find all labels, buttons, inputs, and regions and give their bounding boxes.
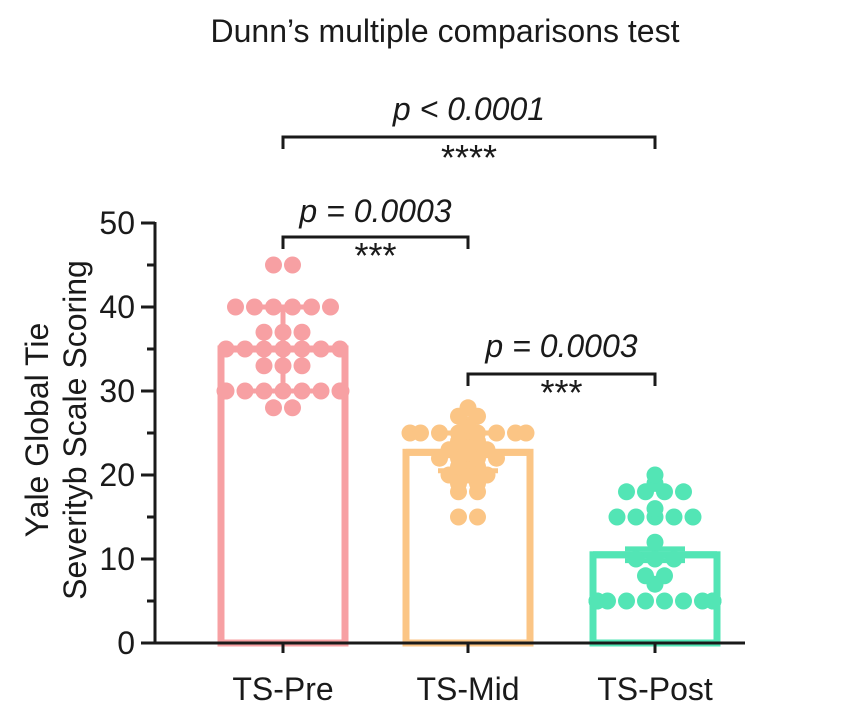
data-point bbox=[331, 340, 349, 358]
y-tick-label: 30 bbox=[99, 373, 135, 409]
p-value-label: p = 0.0003 bbox=[484, 328, 637, 364]
data-point bbox=[255, 357, 273, 375]
significance-stars: *** bbox=[540, 372, 582, 413]
y-axis-label-line-1: Yale Global Tie bbox=[19, 323, 55, 538]
data-point bbox=[646, 533, 664, 551]
data-point bbox=[459, 399, 477, 417]
data-point bbox=[236, 340, 254, 358]
data-point bbox=[450, 508, 467, 526]
data-point bbox=[236, 382, 254, 400]
data-point bbox=[246, 298, 263, 316]
y-axis-label: Yale Global Tie Severityb Scale Scoring bbox=[19, 260, 93, 600]
data-point bbox=[637, 592, 654, 610]
data-point bbox=[312, 382, 330, 400]
significance-stars: *** bbox=[354, 235, 396, 276]
data-point bbox=[312, 340, 330, 358]
y-tick-label: 10 bbox=[99, 541, 135, 577]
data-point bbox=[284, 256, 301, 274]
data-point bbox=[608, 508, 626, 526]
data-point bbox=[227, 298, 244, 316]
data-point bbox=[332, 382, 350, 400]
x-tick-label: TS-Pre bbox=[232, 671, 333, 706]
p-value-label: p = 0.0003 bbox=[298, 193, 451, 229]
data-point bbox=[293, 357, 311, 375]
data-point bbox=[488, 424, 505, 442]
data-point bbox=[431, 424, 448, 442]
data-point bbox=[284, 298, 301, 316]
data-point bbox=[665, 508, 683, 526]
p-value-label: p < 0.0001 bbox=[392, 91, 545, 127]
significance-stars: **** bbox=[441, 137, 497, 178]
data-point bbox=[637, 567, 654, 585]
data-point bbox=[646, 500, 664, 518]
y-tick-label: 50 bbox=[99, 205, 135, 241]
data-point bbox=[665, 550, 683, 568]
y-tick-label: 0 bbox=[117, 625, 135, 661]
data-point bbox=[274, 357, 292, 375]
significance-bracket bbox=[281, 235, 470, 249]
data-point bbox=[284, 399, 301, 417]
x-tick-label: TS-Mid bbox=[416, 671, 519, 706]
data-point bbox=[618, 483, 635, 501]
y-tick-label: 20 bbox=[99, 457, 135, 493]
data-point bbox=[675, 483, 692, 501]
data-point bbox=[412, 424, 429, 442]
data-point bbox=[274, 382, 292, 400]
data-point bbox=[303, 298, 320, 316]
data-point bbox=[217, 340, 235, 358]
data-point bbox=[469, 508, 486, 526]
data-point bbox=[627, 508, 645, 526]
data-point bbox=[255, 382, 273, 400]
data-point bbox=[646, 550, 664, 568]
data-point bbox=[265, 256, 282, 274]
data-point bbox=[599, 592, 616, 610]
data-point bbox=[217, 382, 235, 400]
data-point bbox=[618, 592, 635, 610]
significance-bracket bbox=[281, 135, 657, 149]
data-point bbox=[322, 298, 339, 316]
axes: TS-Pre TS-Mid TS-Post 0 10 20 30 40 50 bbox=[99, 205, 745, 706]
data-point bbox=[627, 550, 645, 568]
data-point bbox=[684, 508, 702, 526]
data-point bbox=[293, 323, 311, 341]
data-point bbox=[517, 424, 535, 442]
y-axis-label-line-2: Severityb Scale Scoring bbox=[57, 260, 93, 600]
data-points-layer bbox=[216, 256, 722, 610]
data-point bbox=[293, 382, 311, 400]
data-point bbox=[274, 340, 292, 358]
data-point bbox=[656, 567, 673, 585]
chart-title: Dunn’s multiple comparisons test bbox=[211, 13, 680, 49]
data-point bbox=[656, 592, 673, 610]
data-point bbox=[274, 323, 292, 341]
data-point bbox=[255, 323, 273, 341]
data-point bbox=[265, 399, 282, 417]
significance-bracket bbox=[466, 372, 657, 386]
data-point bbox=[675, 592, 692, 610]
x-tick-label: TS-Post bbox=[597, 671, 713, 706]
data-point bbox=[265, 298, 282, 316]
data-point bbox=[293, 340, 311, 358]
data-point bbox=[646, 466, 664, 484]
data-point bbox=[255, 340, 273, 358]
y-tick-label: 40 bbox=[99, 289, 135, 325]
data-point bbox=[704, 592, 722, 610]
significance-brackets: p = 0.0003 *** p = 0.0003 *** p < 0.0001 **** bbox=[281, 91, 657, 413]
